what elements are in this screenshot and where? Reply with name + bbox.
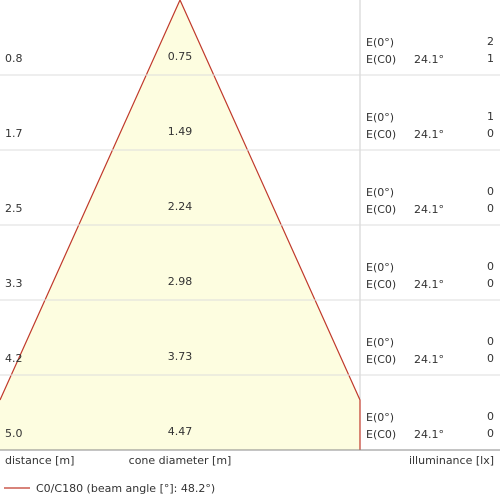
angle: 24.1°	[414, 128, 444, 141]
e0-value: 0	[487, 185, 494, 198]
e0-label: E(0°)	[366, 261, 394, 274]
c0-value: 0	[487, 352, 494, 365]
e0-value: 2	[487, 35, 494, 48]
c0-label: E(C0)	[366, 428, 396, 441]
e0-label: E(0°)	[366, 111, 394, 124]
angle: 24.1°	[414, 53, 444, 66]
c0-label: E(C0)	[366, 128, 396, 141]
c0-value: 0	[487, 127, 494, 140]
legend-label: C0/C180 (beam angle [°]: 48.2°)	[36, 482, 215, 495]
c0-label: E(C0)	[366, 353, 396, 366]
diameter: 2.24	[168, 200, 193, 213]
c0-value: 1	[487, 52, 494, 65]
c0-value: 0	[487, 277, 494, 290]
e0-value: 1	[487, 110, 494, 123]
diameter: 0.75	[168, 50, 193, 63]
distance: 2.5	[5, 202, 23, 215]
distance: 3.3	[5, 277, 23, 290]
cone-outline	[0, 0, 361, 450]
diameter: 4.47	[168, 425, 193, 438]
distance: 1.7	[5, 127, 23, 140]
axis-label: distance [m]	[5, 454, 74, 467]
c0-value: 0	[487, 427, 494, 440]
axis-label: illuminance [lx]	[409, 454, 494, 467]
c0-label: E(C0)	[366, 203, 396, 216]
e0-value: 0	[487, 410, 494, 423]
diameter: 1.49	[168, 125, 193, 138]
e0-label: E(0°)	[366, 186, 394, 199]
c0-label: E(C0)	[366, 53, 396, 66]
e0-label: E(0°)	[366, 36, 394, 49]
e0-value: 0	[487, 260, 494, 273]
distance: 4.2	[5, 352, 23, 365]
axis-label: cone diameter [m]	[129, 454, 232, 467]
angle: 24.1°	[414, 278, 444, 291]
c0-label: E(C0)	[366, 278, 396, 291]
distance: 5.0	[5, 427, 23, 440]
angle: 24.1°	[414, 428, 444, 441]
e0-label: E(0°)	[366, 336, 394, 349]
diameter: 2.98	[168, 275, 193, 288]
angle: 24.1°	[414, 203, 444, 216]
angle: 24.1°	[414, 353, 444, 366]
distance: 0.8	[5, 52, 23, 65]
e0-label: E(0°)	[366, 411, 394, 424]
c0-value: 0	[487, 202, 494, 215]
diameter: 3.73	[168, 350, 193, 363]
e0-value: 0	[487, 335, 494, 348]
